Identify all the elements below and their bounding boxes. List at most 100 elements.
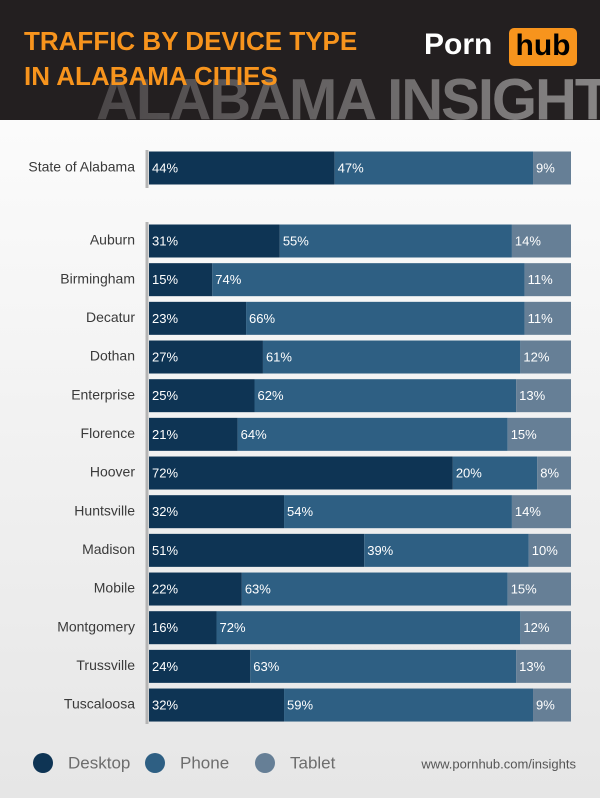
category-label: Madison [82, 541, 135, 557]
value-label: 8% [540, 465, 559, 480]
value-label: 27% [152, 349, 178, 364]
bar-segment [149, 688, 285, 722]
value-label: 59% [287, 697, 313, 712]
value-label: 74% [215, 272, 241, 287]
value-label: 54% [287, 504, 313, 519]
value-label: 51% [152, 543, 178, 558]
bar-segment [250, 649, 517, 683]
bar-segment [149, 301, 247, 335]
value-label: 15% [511, 581, 537, 596]
value-label: 11% [528, 311, 553, 326]
value-label: 16% [152, 620, 178, 635]
value-label: 61% [266, 349, 292, 364]
value-label: 15% [511, 427, 537, 442]
bar-segment [537, 456, 571, 490]
bar-segment [241, 572, 508, 606]
category-label: Birmingham [60, 270, 135, 286]
legend-marker [145, 753, 165, 773]
value-label: 15% [152, 272, 178, 287]
value-label: 9% [536, 697, 555, 712]
bar-segment [364, 533, 529, 567]
value-label: 25% [152, 388, 178, 403]
value-label: 12% [523, 620, 549, 635]
bar-segment [533, 688, 571, 722]
value-label: 47% [338, 160, 364, 175]
category-label: Decatur [86, 309, 135, 325]
bar-segment [254, 379, 517, 413]
bar-segment [149, 263, 213, 297]
bar-segment [507, 417, 571, 451]
bar-segment [237, 417, 508, 451]
bar-segment [520, 340, 571, 374]
category-label: Florence [81, 425, 136, 441]
value-label: 64% [241, 427, 267, 442]
category-label: Enterprise [71, 386, 135, 402]
category-label: Montgomery [57, 618, 135, 634]
brand-badge [509, 28, 577, 66]
category-label: Mobile [94, 580, 135, 596]
bar-segment [520, 611, 571, 645]
value-label: 24% [152, 659, 178, 674]
bar-segment [511, 224, 571, 258]
bar-segment [149, 495, 285, 529]
value-label: 13% [519, 659, 545, 674]
value-label: 32% [152, 697, 178, 712]
legend-label: Tablet [290, 753, 336, 772]
bar-segment [452, 456, 538, 490]
bar-segment [284, 495, 512, 529]
legend-label: Desktop [68, 753, 130, 772]
bar-segment [284, 688, 534, 722]
category-label: Dothan [90, 348, 135, 364]
value-label: 62% [258, 388, 284, 403]
bar-segment [516, 649, 571, 683]
category-label: Auburn [90, 232, 135, 248]
value-label: 10% [532, 543, 558, 558]
value-label: 63% [245, 581, 271, 596]
bar-segment [516, 379, 571, 413]
bar-segment [149, 533, 365, 567]
value-label: 31% [152, 233, 178, 248]
legend-marker [255, 753, 275, 773]
bar-segment [149, 649, 251, 683]
value-label: 66% [249, 311, 275, 326]
value-label: 55% [283, 233, 309, 248]
value-label: 32% [152, 504, 178, 519]
chart-title: TRAFFIC BY DEVICE TYPE [24, 26, 357, 56]
value-label: 44% [152, 160, 178, 175]
source: www.pornhub.com/insights [420, 756, 576, 771]
value-label: 12% [523, 349, 549, 364]
bar-segment [528, 533, 571, 567]
bar-segment [533, 151, 571, 185]
bar-segment [149, 611, 217, 645]
category-label: Tuscaloosa [64, 696, 135, 712]
value-label: 20% [456, 465, 482, 480]
bar-segment [279, 224, 512, 258]
brand-text: Porn [424, 28, 492, 61]
value-label: 11% [528, 272, 553, 287]
bar-segment [149, 456, 453, 490]
chart-title: IN ALABAMA CITIES [24, 61, 278, 91]
bar-segment [524, 301, 571, 335]
legend-marker [33, 753, 53, 773]
value-label: 22% [152, 581, 178, 596]
brand-text: hub [516, 29, 571, 62]
bar-segment [507, 572, 571, 606]
header [0, 0, 600, 120]
bar-segment [524, 263, 571, 297]
value-label: 39% [367, 543, 393, 558]
category-label: Huntsville [74, 502, 135, 518]
value-label: 63% [253, 659, 279, 674]
value-label: 9% [536, 160, 555, 175]
bar-segment [149, 417, 238, 451]
value-label: 72% [152, 465, 178, 480]
value-label: 13% [519, 388, 545, 403]
legend-label: Phone [180, 753, 229, 772]
category-label: Hoover [90, 464, 135, 480]
value-label: 72% [220, 620, 246, 635]
bar-segment [149, 151, 335, 185]
value-label: 23% [152, 311, 178, 326]
bar-segment [149, 224, 280, 258]
bar-segment [262, 340, 521, 374]
